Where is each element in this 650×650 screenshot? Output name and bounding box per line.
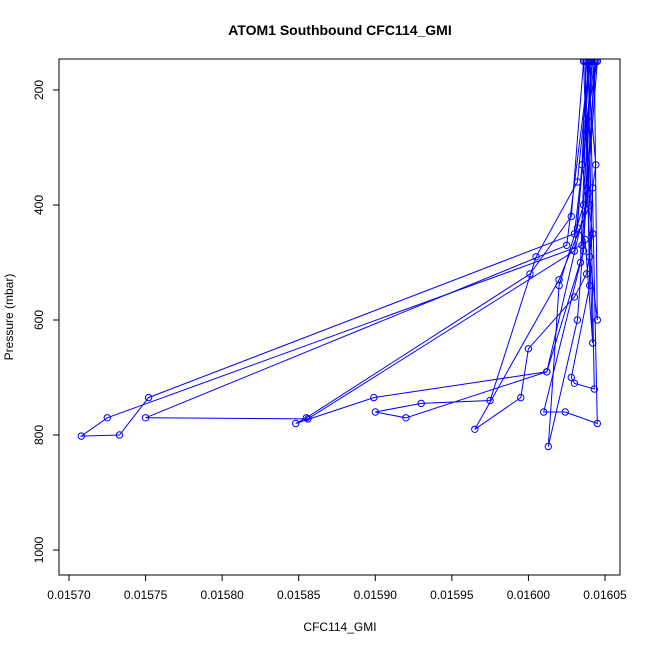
data-point	[304, 415, 312, 423]
data-point	[570, 230, 579, 238]
data-point	[115, 431, 124, 439]
data-point	[103, 414, 112, 422]
data-point	[141, 414, 150, 422]
x-axis-label: CFC114_GMI	[303, 620, 376, 634]
data-point	[593, 419, 601, 428]
x-tick-label: 0.01600	[507, 588, 551, 602]
data-point	[576, 258, 585, 267]
data-point	[590, 59, 598, 65]
plot-frame	[58, 58, 621, 576]
x-tick-label: 0.01585	[277, 588, 321, 602]
y-tick-label: 400	[32, 195, 46, 215]
data-point	[573, 316, 582, 324]
data-point	[471, 425, 479, 433]
data-point	[593, 59, 601, 65]
data-point	[292, 419, 300, 428]
series-line	[576, 61, 594, 344]
x-tick-label: 0.01575	[124, 588, 168, 602]
data-point	[567, 373, 575, 382]
y-tick-label: 600	[32, 310, 46, 330]
data-point	[579, 201, 588, 209]
data-point	[561, 408, 569, 416]
data-point	[589, 339, 597, 347]
x-tick-label: 0.01570	[47, 588, 91, 602]
data-point	[371, 408, 379, 416]
data-point	[555, 281, 563, 290]
series-line	[79, 61, 597, 437]
data-point	[570, 379, 579, 387]
x-axis: 0.01570 0.01575 0.01580 0.01585 0.01590 0.015…	[47, 574, 627, 602]
plot-area	[77, 59, 601, 451]
data-point	[144, 393, 153, 402]
series-line	[375, 61, 592, 419]
data-point	[526, 270, 534, 278]
data-point	[517, 393, 525, 402]
series-line	[145, 61, 594, 420]
data-point	[540, 408, 548, 416]
data-point	[581, 235, 589, 244]
data-point	[370, 393, 378, 402]
data-point	[592, 161, 600, 169]
series-line	[586, 61, 598, 321]
data-point	[590, 385, 598, 393]
x-tick-label: 0.01605	[583, 588, 627, 602]
data-point	[579, 59, 588, 65]
data-point	[524, 345, 533, 353]
data-point	[563, 241, 571, 250]
x-tick-label: 0.01590	[354, 588, 398, 602]
chart-title: ATOM1 Southbound CFC114_GMI	[228, 22, 452, 38]
x-tick-label: 0.01580	[200, 588, 244, 602]
data-point	[402, 414, 410, 422]
y-tick-label: 200	[32, 80, 46, 100]
series-line	[295, 61, 595, 424]
data-point	[567, 212, 575, 221]
data-point	[593, 316, 601, 324]
data-point	[589, 184, 597, 192]
data-point	[417, 399, 425, 408]
x-tick-label: 0.01595	[430, 588, 474, 602]
data-point	[582, 59, 591, 65]
data-point	[555, 276, 563, 284]
y-tick-label: 800	[32, 425, 46, 445]
data-point	[570, 247, 579, 255]
data-point	[570, 293, 579, 301]
data-point	[543, 368, 551, 376]
y-axis: 200 400 600 800 1000	[32, 80, 60, 563]
data-point	[77, 432, 86, 440]
data-point	[573, 224, 582, 232]
series-line	[543, 61, 598, 425]
data-point	[544, 442, 552, 451]
data-point	[486, 396, 494, 405]
series-line	[547, 61, 598, 447]
y-axis-label: Pressure (mbar)	[2, 274, 16, 361]
y-tick-label: 1000	[32, 536, 46, 563]
